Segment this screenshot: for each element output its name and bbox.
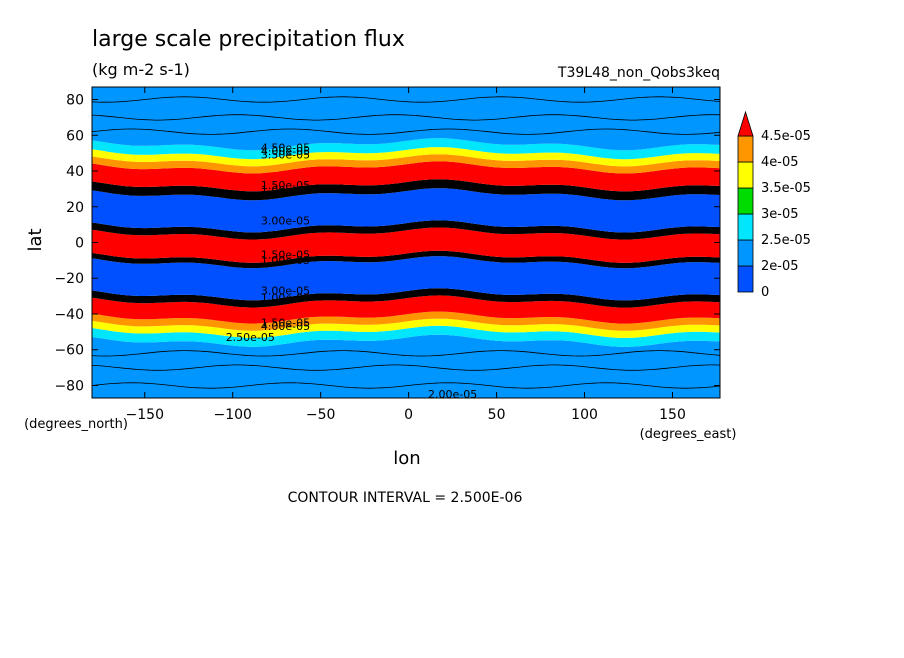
chart-units: (kg m-2 s-1) <box>92 60 190 79</box>
contour-band-7 <box>92 250 720 269</box>
contour-label-2: 4.00e-05 <box>261 145 310 158</box>
contour-label-6: 1.50e-05 <box>261 249 310 262</box>
contour-band-3 <box>92 311 720 331</box>
colorbar-segment-5 <box>737 135 754 163</box>
x-tick-label: 0 <box>404 407 413 423</box>
contour-label-9: 1.00e-05 <box>261 291 310 304</box>
contour-band-11 <box>92 179 720 201</box>
contour-label-11: 4.00e-05 <box>261 320 310 333</box>
colorbar-extend-arrow <box>737 110 754 137</box>
x-tick-label: 100 <box>571 407 598 423</box>
contour-line-0 <box>92 382 720 389</box>
contour-band-9 <box>92 220 720 240</box>
colorbar-label-0: 0 <box>761 285 769 300</box>
contour-label-13: 2.00e-05 <box>428 388 477 401</box>
colorbar-label-4: 3.5e-05 <box>761 181 811 196</box>
contour-band-13 <box>92 154 720 174</box>
x-tick-label: 150 <box>659 407 686 423</box>
colorbar-label-2: 2.5e-05 <box>761 233 811 248</box>
contour-band-14 <box>92 147 720 167</box>
axes: −150 −100 −50 0 50 100 150 −80 −60 −40 −20 0 20 40 60 8… <box>54 86 721 423</box>
contour-label-3: 1.50e-05 <box>261 179 310 192</box>
contour-line-5 <box>92 96 720 103</box>
contour-label-7: 1.00e-05 <box>261 254 310 267</box>
contour-band-12 <box>92 161 720 192</box>
contour-line-2 <box>92 350 720 357</box>
x-tick-label: −50 <box>306 407 336 423</box>
contour-line-3 <box>92 128 720 135</box>
contour-band-6 <box>92 256 720 301</box>
y-axis-label: lat <box>25 228 46 251</box>
contour-label-5: 3.00e-05 <box>261 215 310 228</box>
x-tick-label: −150 <box>126 407 164 423</box>
contour-band-8 <box>92 227 720 263</box>
y-tick-label: −80 <box>54 378 84 394</box>
contour-band-1 <box>92 325 720 347</box>
x-units-label: (degrees_east) <box>640 427 737 442</box>
colorbar-segment-3 <box>737 187 754 215</box>
chart-title: large scale precipitation flux <box>92 27 405 52</box>
dataset-label: T39L48_non_Qobs3keq <box>557 65 720 81</box>
contour-band-0 <box>92 334 720 398</box>
y-tick-label: −60 <box>54 343 84 359</box>
contour-band-5 <box>92 288 720 308</box>
y-tick-label: 80 <box>66 93 84 109</box>
colorbar-segment-1 <box>737 239 754 267</box>
colorbar-segment-0 <box>737 265 754 293</box>
y-tick-label: −40 <box>54 307 84 323</box>
colorbar-label-5: 4e-05 <box>761 155 799 170</box>
y-tick-label: 0 <box>75 236 84 252</box>
contour-band-4 <box>92 295 720 324</box>
y-tick-label: 20 <box>66 200 84 216</box>
contour-line-1 <box>92 364 720 371</box>
colorbar-label-3: 3e-05 <box>761 207 799 222</box>
colorbar-label-6: 4.5e-05 <box>761 129 811 144</box>
contour-label-4: 1.00e-05 <box>261 184 310 197</box>
x-tick-label: −100 <box>214 407 252 423</box>
colorbar-label-1: 2e-05 <box>761 259 799 274</box>
contour-labels: 4.50e-053.50e-054.00e-051.50e-051.00e-05… <box>226 141 478 401</box>
y-tick-label: 60 <box>66 128 84 144</box>
colorbar-segment-2 <box>737 213 754 241</box>
x-tick-label: 50 <box>488 407 506 423</box>
contour-band-16 <box>92 87 720 151</box>
contour-band-15 <box>92 138 720 160</box>
contour-line-4 <box>92 114 720 121</box>
contour-label-0: 4.50e-05 <box>261 141 310 154</box>
contour-label-1: 3.50e-05 <box>261 148 310 161</box>
colorbar-segment-4 <box>737 161 754 189</box>
colorbar: 0 2e-05 2.5e-05 3e-05 3.5e-05 4e-05 4.5e-05 <box>737 110 811 300</box>
contour-band-2 <box>92 318 720 338</box>
y-units-label: (degrees_north) <box>24 417 128 432</box>
plot-area <box>92 87 720 398</box>
x-axis-label: lon <box>393 448 420 469</box>
y-tick-label: −20 <box>54 271 84 287</box>
contour-interval-footer: CONTOUR INTERVAL = 2.500E-06 <box>288 490 523 506</box>
y-tick-label: 40 <box>66 164 84 180</box>
contour-label-12: 2.50e-05 <box>226 331 275 344</box>
contour-label-8: 3.00e-05 <box>261 284 310 297</box>
contour-band-10 <box>92 188 720 233</box>
contour-label-10: 1.50e-05 <box>261 317 310 330</box>
